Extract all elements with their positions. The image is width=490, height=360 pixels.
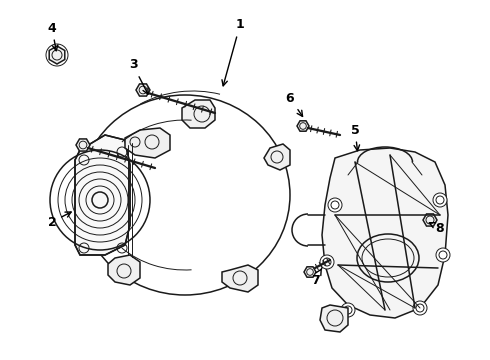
Circle shape xyxy=(413,301,427,315)
Polygon shape xyxy=(182,100,215,128)
Text: 7: 7 xyxy=(311,268,322,287)
Text: 2: 2 xyxy=(48,212,71,229)
Polygon shape xyxy=(222,265,258,292)
Polygon shape xyxy=(320,305,348,332)
Circle shape xyxy=(320,255,334,269)
Polygon shape xyxy=(125,128,170,158)
Polygon shape xyxy=(108,255,140,285)
Text: 6: 6 xyxy=(286,91,302,116)
Text: 4: 4 xyxy=(48,22,58,51)
Circle shape xyxy=(433,193,447,207)
Polygon shape xyxy=(322,148,448,318)
Circle shape xyxy=(436,248,450,262)
Polygon shape xyxy=(75,135,130,255)
Text: 5: 5 xyxy=(351,123,360,151)
Polygon shape xyxy=(264,144,290,170)
Text: 8: 8 xyxy=(429,221,444,234)
Text: 3: 3 xyxy=(129,58,148,94)
Circle shape xyxy=(328,198,342,212)
Text: 1: 1 xyxy=(222,18,245,86)
Circle shape xyxy=(341,303,355,317)
